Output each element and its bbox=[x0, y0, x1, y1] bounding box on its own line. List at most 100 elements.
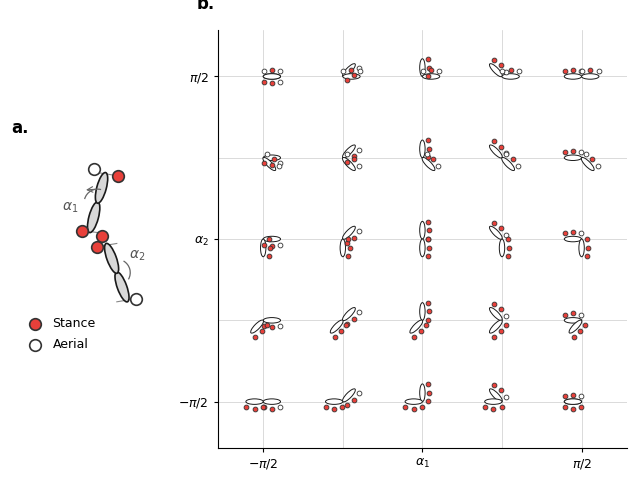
Ellipse shape bbox=[342, 145, 355, 158]
Point bbox=[502, 252, 513, 260]
Point bbox=[330, 333, 340, 341]
Point bbox=[355, 67, 365, 75]
Ellipse shape bbox=[263, 155, 280, 160]
Point bbox=[275, 241, 285, 249]
Point bbox=[258, 403, 268, 411]
Ellipse shape bbox=[490, 145, 502, 158]
Point bbox=[582, 236, 592, 244]
Point bbox=[267, 66, 277, 74]
Ellipse shape bbox=[342, 226, 355, 240]
Ellipse shape bbox=[342, 157, 355, 170]
Point bbox=[495, 305, 506, 313]
Point bbox=[568, 333, 579, 341]
Point bbox=[267, 242, 277, 250]
Ellipse shape bbox=[340, 239, 346, 257]
Ellipse shape bbox=[95, 172, 108, 203]
Ellipse shape bbox=[263, 236, 280, 242]
Text: Stance: Stance bbox=[52, 317, 96, 330]
Ellipse shape bbox=[330, 320, 343, 333]
Ellipse shape bbox=[490, 226, 502, 240]
Point bbox=[576, 392, 586, 400]
Ellipse shape bbox=[263, 74, 280, 79]
Ellipse shape bbox=[564, 318, 582, 323]
Ellipse shape bbox=[420, 140, 425, 158]
Ellipse shape bbox=[420, 59, 425, 77]
Ellipse shape bbox=[104, 244, 118, 273]
Text: Aerial: Aerial bbox=[52, 338, 88, 351]
Point bbox=[257, 328, 267, 336]
Point bbox=[77, 227, 87, 235]
Point bbox=[424, 64, 435, 72]
Ellipse shape bbox=[582, 74, 599, 79]
Ellipse shape bbox=[115, 272, 129, 302]
Ellipse shape bbox=[410, 320, 422, 333]
Point bbox=[250, 404, 260, 412]
Point bbox=[424, 307, 435, 315]
Point bbox=[501, 150, 511, 158]
Ellipse shape bbox=[251, 320, 264, 333]
Point bbox=[349, 71, 359, 79]
Point bbox=[354, 162, 364, 170]
Point bbox=[576, 148, 586, 156]
Point bbox=[275, 78, 285, 86]
Point bbox=[433, 162, 444, 170]
Point bbox=[408, 404, 419, 412]
Text: a.: a. bbox=[12, 119, 29, 137]
Point bbox=[576, 403, 586, 411]
Ellipse shape bbox=[564, 399, 582, 404]
Point bbox=[265, 244, 275, 252]
Point bbox=[489, 219, 499, 227]
Point bbox=[576, 311, 586, 319]
Ellipse shape bbox=[564, 74, 582, 79]
Point bbox=[416, 328, 426, 336]
Text: $\alpha_2$: $\alpha_2$ bbox=[129, 248, 146, 262]
Point bbox=[489, 333, 499, 341]
Point bbox=[508, 155, 518, 163]
Point bbox=[321, 403, 331, 411]
Ellipse shape bbox=[420, 384, 425, 401]
Ellipse shape bbox=[484, 399, 502, 404]
Point bbox=[342, 401, 352, 409]
Point bbox=[329, 404, 339, 412]
Point bbox=[422, 150, 432, 158]
Point bbox=[500, 393, 511, 401]
Point bbox=[262, 150, 273, 158]
Point bbox=[418, 67, 428, 75]
Point bbox=[267, 79, 277, 87]
Point bbox=[497, 403, 507, 411]
Ellipse shape bbox=[422, 157, 435, 170]
Ellipse shape bbox=[490, 389, 502, 402]
Ellipse shape bbox=[564, 236, 582, 242]
Point bbox=[426, 66, 436, 74]
Point bbox=[502, 236, 513, 244]
Point bbox=[568, 404, 578, 412]
Ellipse shape bbox=[246, 399, 263, 404]
Point bbox=[435, 67, 445, 75]
Point bbox=[568, 66, 578, 74]
Point bbox=[423, 136, 433, 144]
Point bbox=[588, 155, 598, 163]
Point bbox=[559, 311, 570, 319]
Point bbox=[559, 230, 570, 238]
Point bbox=[259, 67, 269, 75]
Point bbox=[267, 323, 277, 331]
Point bbox=[354, 308, 364, 316]
Point bbox=[241, 403, 252, 411]
Point bbox=[342, 320, 352, 328]
Point bbox=[577, 67, 587, 75]
Ellipse shape bbox=[581, 157, 594, 170]
Ellipse shape bbox=[502, 74, 519, 79]
Point bbox=[500, 68, 511, 76]
Point bbox=[349, 152, 359, 160]
Ellipse shape bbox=[499, 239, 505, 257]
Point bbox=[342, 239, 352, 247]
Point bbox=[423, 218, 433, 226]
Point bbox=[423, 316, 433, 324]
Point bbox=[341, 321, 351, 329]
Point bbox=[568, 309, 578, 317]
Point bbox=[489, 300, 499, 308]
Ellipse shape bbox=[263, 74, 280, 79]
Point bbox=[274, 162, 284, 170]
Point bbox=[338, 67, 348, 75]
Point bbox=[495, 142, 506, 150]
